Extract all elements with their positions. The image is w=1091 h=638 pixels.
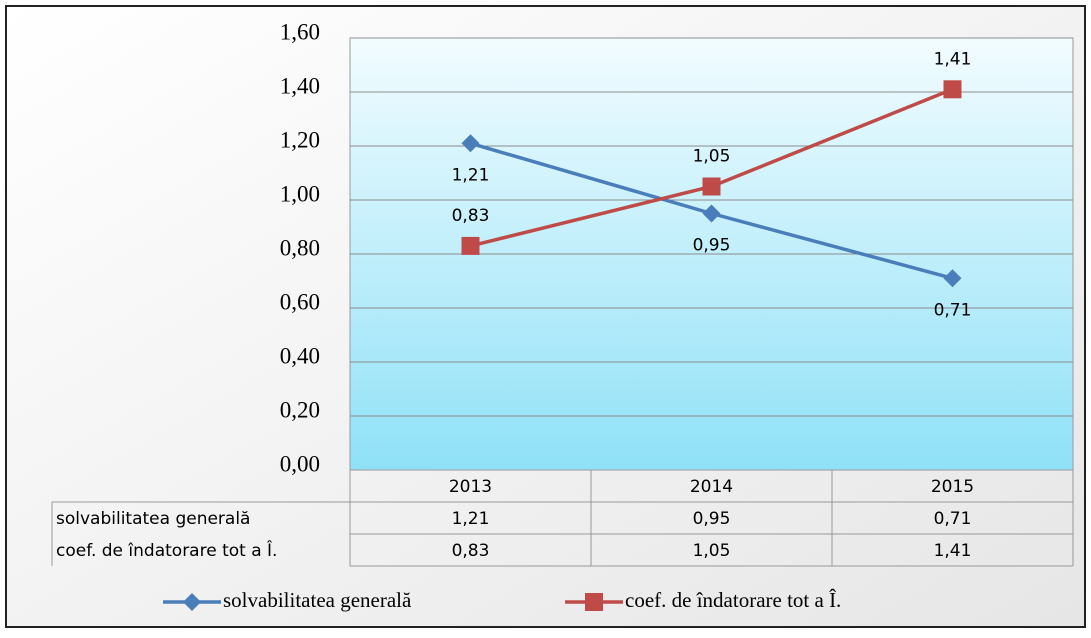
data-point bbox=[943, 80, 962, 99]
data-label: 1,21 bbox=[452, 165, 490, 185]
table-cell: 1,21 bbox=[452, 509, 490, 529]
table-cell: 0,71 bbox=[934, 509, 972, 529]
y-tick-label: 0,40 bbox=[280, 343, 320, 368]
y-tick-label: 1,40 bbox=[280, 73, 320, 98]
legend-marker bbox=[585, 593, 603, 611]
table-cell: 0,83 bbox=[452, 541, 490, 561]
y-tick-label: 0,80 bbox=[280, 235, 320, 260]
legend-label: solvabilitatea generală bbox=[223, 588, 412, 612]
x-tick-label: 2014 bbox=[690, 477, 733, 497]
y-tick-label: 1,20 bbox=[280, 127, 320, 152]
legend-label: coef. de îndatorare tot a Î. bbox=[625, 588, 841, 612]
data-label: 0,83 bbox=[452, 206, 490, 226]
x-tick-label: 2015 bbox=[931, 477, 974, 497]
data-label: 0,71 bbox=[934, 300, 972, 320]
table-cell: 0,95 bbox=[693, 509, 731, 529]
x-tick-label: 2013 bbox=[449, 477, 492, 497]
table-cell: 1,05 bbox=[693, 541, 731, 561]
y-tick-label: 0,00 bbox=[280, 451, 320, 476]
data-label: 1,05 bbox=[693, 147, 731, 167]
data-label: 1,41 bbox=[934, 49, 972, 69]
y-tick-label: 0,60 bbox=[280, 289, 320, 314]
legend-marker bbox=[183, 593, 201, 611]
y-tick-label: 1,60 bbox=[280, 19, 320, 44]
table-cell: 1,41 bbox=[934, 541, 972, 561]
data-point bbox=[702, 204, 721, 223]
data-point bbox=[943, 269, 962, 288]
data-point bbox=[461, 134, 480, 153]
y-tick-label: 1,00 bbox=[280, 181, 320, 206]
y-tick-label: 0,20 bbox=[280, 397, 320, 422]
data-point bbox=[702, 177, 721, 196]
data-label: 0,95 bbox=[693, 236, 731, 256]
table-row-header: coef. de îndatorare tot a Î. bbox=[56, 539, 277, 561]
table-row-header: solvabilitatea generală bbox=[56, 509, 250, 529]
data-point bbox=[461, 236, 480, 255]
